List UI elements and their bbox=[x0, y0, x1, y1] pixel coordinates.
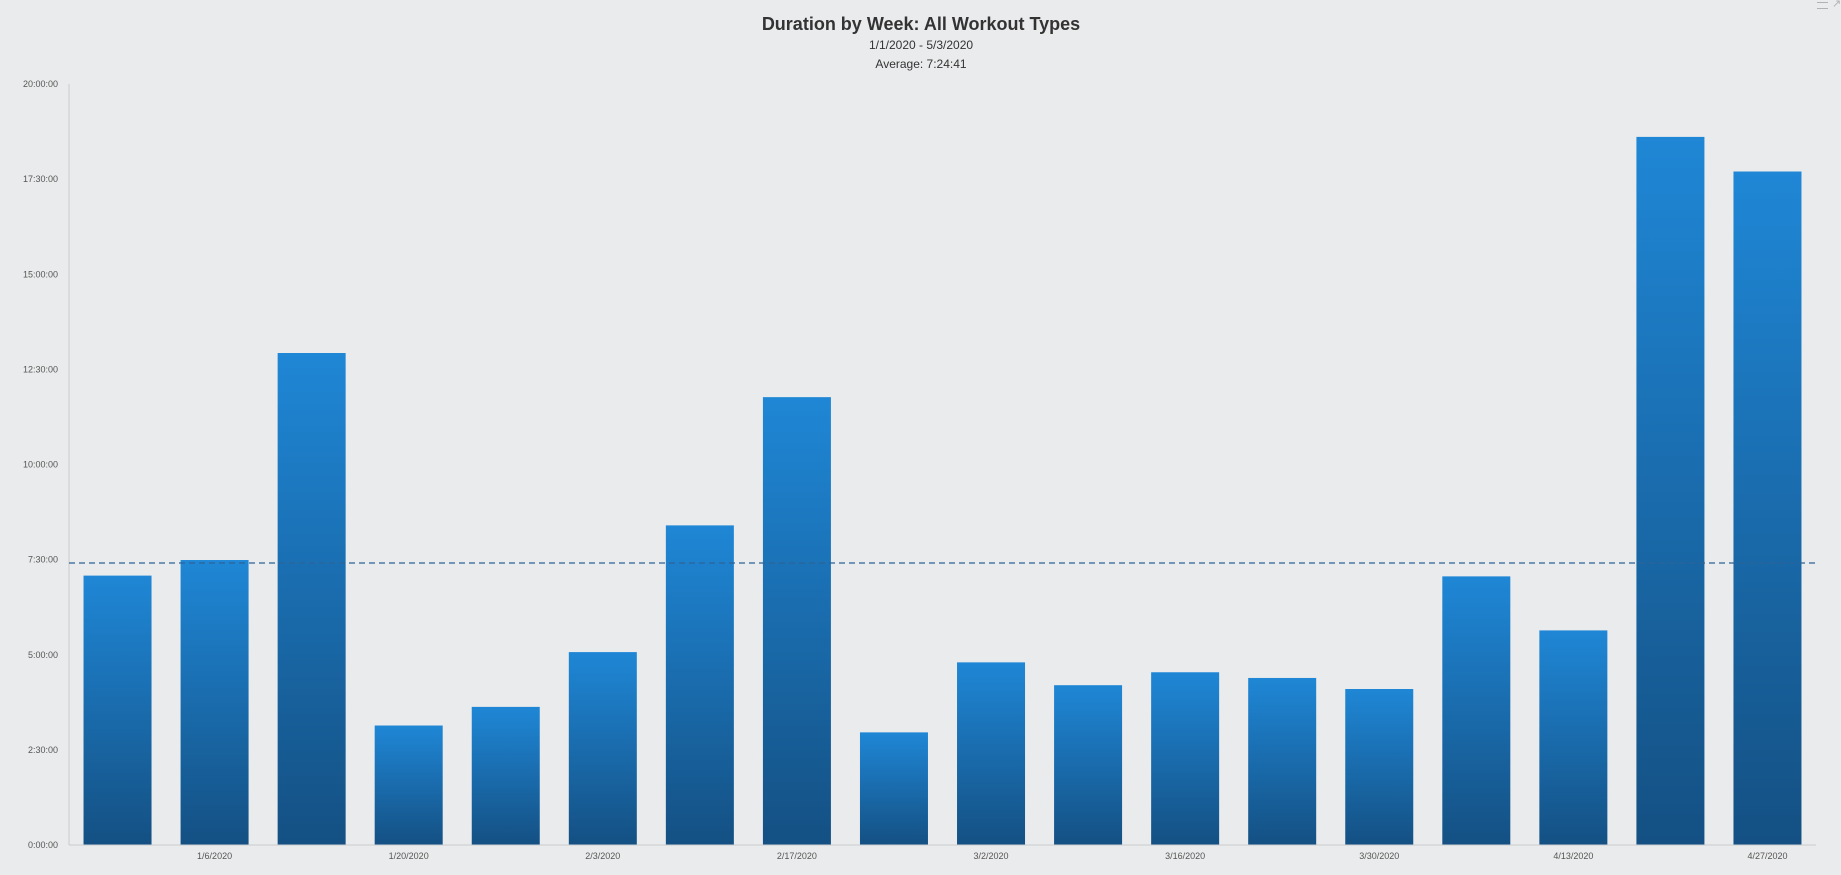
bar[interactable] bbox=[277, 353, 346, 845]
bar[interactable] bbox=[180, 560, 249, 845]
average-label: Average: 7:24:41 bbox=[875, 57, 967, 71]
bar[interactable] bbox=[1054, 685, 1123, 845]
y-tick-label: 12:30:00 bbox=[23, 364, 58, 374]
hamburger-menu-icon[interactable] bbox=[1817, 2, 1828, 9]
y-tick-label: 2:30:00 bbox=[28, 745, 58, 755]
x-tick-label: 3/30/2020 bbox=[1359, 851, 1399, 861]
bar[interactable] bbox=[471, 706, 540, 845]
expand-icon[interactable]: ↗ bbox=[1832, 0, 1841, 10]
bar[interactable] bbox=[762, 397, 831, 845]
chart-subtitle: 1/1/2020 - 5/3/2020 bbox=[869, 38, 973, 52]
x-tick-label: 2/17/2020 bbox=[777, 851, 817, 861]
bar[interactable] bbox=[1636, 136, 1705, 845]
y-tick-label: 5:00:00 bbox=[28, 650, 58, 660]
bar[interactable] bbox=[83, 575, 152, 845]
x-tick-label: 4/13/2020 bbox=[1553, 851, 1593, 861]
x-tick-label: 2/3/2020 bbox=[585, 851, 620, 861]
y-tick-label: 17:30:00 bbox=[23, 174, 58, 184]
bar[interactable] bbox=[665, 525, 734, 845]
bar[interactable] bbox=[1539, 630, 1608, 845]
x-tick-label: 4/27/2020 bbox=[1747, 851, 1787, 861]
x-tick-label: 1/6/2020 bbox=[197, 851, 232, 861]
x-tick-label: 3/2/2020 bbox=[974, 851, 1009, 861]
y-tick-label: 7:30:00 bbox=[28, 555, 58, 565]
y-tick-label: 0:00:00 bbox=[28, 840, 58, 850]
bar[interactable] bbox=[1442, 576, 1511, 845]
x-tick-label: 3/16/2020 bbox=[1165, 851, 1205, 861]
bar[interactable] bbox=[859, 732, 928, 845]
y-tick-label: 15:00:00 bbox=[23, 269, 58, 279]
bar[interactable] bbox=[568, 652, 637, 845]
bar[interactable] bbox=[957, 662, 1026, 845]
bar[interactable] bbox=[1345, 689, 1414, 845]
y-tick-label: 20:00:00 bbox=[23, 79, 58, 89]
y-axis-ticks: 0:00:00 2:30:00 5:00:00 7:30:00 10:00:00 12:3… bbox=[23, 79, 58, 850]
x-axis-ticks: 1/6/2020 1/20/2020 2/3/2020 2/17/2020 3/2/20… bbox=[197, 851, 1787, 861]
y-tick-label: 10:00:00 bbox=[23, 460, 58, 470]
chart-toolbar: ↗ bbox=[1801, 0, 1841, 12]
bar[interactable] bbox=[1248, 677, 1317, 845]
bar[interactable] bbox=[1151, 672, 1220, 845]
bar[interactable] bbox=[374, 725, 443, 845]
chart-title: Duration by Week: All Workout Types bbox=[762, 14, 1080, 34]
bars bbox=[83, 136, 1802, 845]
x-tick-label: 1/20/2020 bbox=[389, 851, 429, 861]
bar[interactable] bbox=[1733, 171, 1802, 845]
